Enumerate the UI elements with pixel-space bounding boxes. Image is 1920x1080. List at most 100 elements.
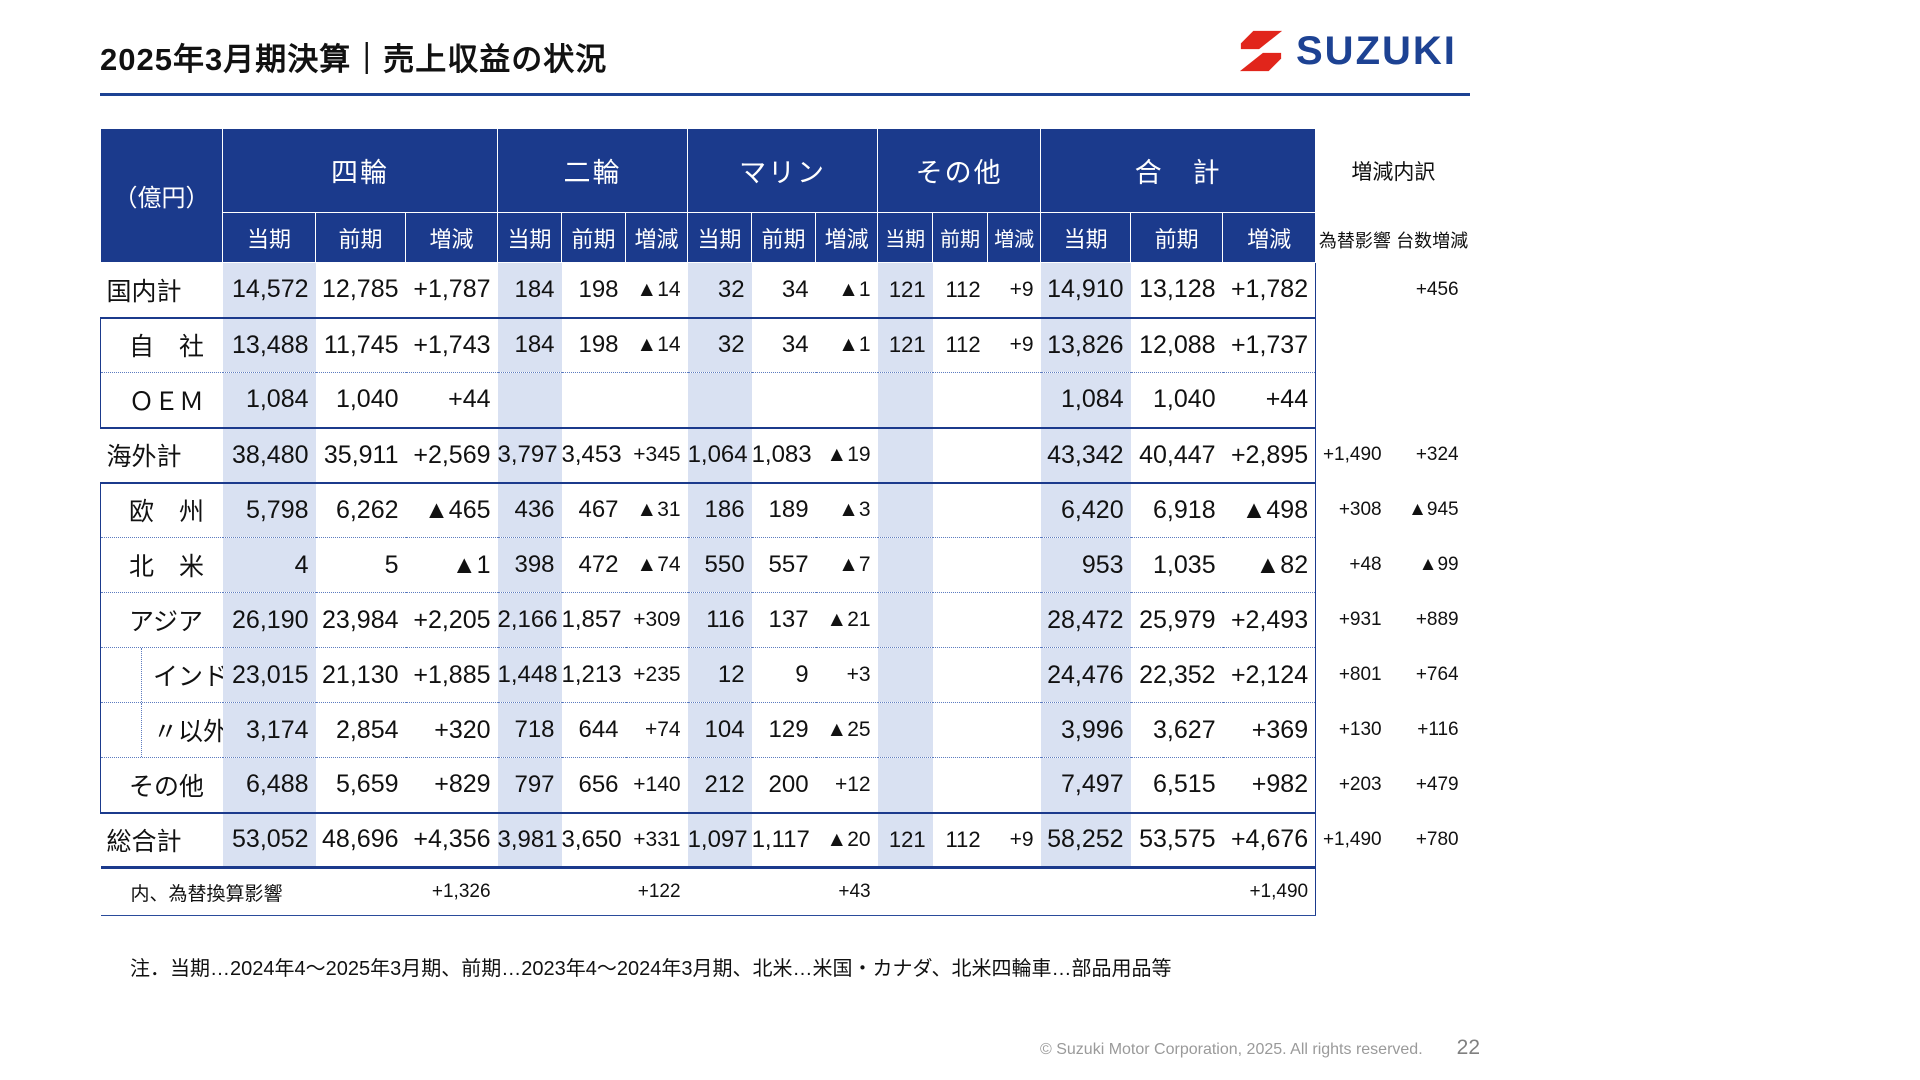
col-header: 増減 (404, 212, 499, 263)
table-cell: 22,352 (1130, 647, 1223, 703)
revenue-table-wrap: （億円） 四輪 二輪 マリン その他 合 計 増減内訳 当期 前期 増減 当期 … (100, 128, 1471, 916)
table-cell (561, 867, 626, 916)
col-header-volume-change: 台数増減 (1393, 212, 1471, 263)
table-cell: 13,826 (1040, 316, 1131, 373)
row-label: 海外計 (100, 426, 223, 483)
table-row: その他 6,488 5,659 +829 797 656 +140 212 200 +12 7,49… (100, 757, 1471, 813)
title-divider (100, 93, 1470, 96)
table-cell (987, 702, 1041, 758)
table-cell: ▲1 (838, 277, 871, 301)
table-cell: 53,052 (222, 811, 316, 869)
table-cell (877, 426, 933, 483)
table-cell: ▲31 (625, 481, 688, 538)
table-cell: +456 (1393, 262, 1471, 318)
table-cell: +345 (625, 426, 688, 483)
table-cell: 4 (222, 537, 316, 593)
table-cell: +1,787 (413, 275, 491, 304)
table-cell: 212 (687, 757, 752, 813)
col-header: 増減 (815, 212, 879, 263)
table-cell: ▲7 (815, 537, 878, 593)
table-cell: 25,979 (1130, 592, 1223, 648)
table-row: 海外計 38,480 35,911 +2,569 3,797 3,453 +345 1,064… (100, 426, 1471, 483)
col-header: 前期 (1130, 212, 1224, 263)
table-cell: 644 (561, 702, 626, 758)
suzuki-logo: SUZUKI (1238, 28, 1457, 74)
table-cell (1040, 867, 1131, 916)
table-cell (987, 372, 1041, 428)
table-cell: +44 (405, 372, 498, 428)
table-cell (1315, 372, 1394, 428)
table-cell: 26,190 (222, 592, 316, 648)
table-cell: 48,696 (315, 811, 406, 869)
col-header: 当期 (497, 212, 563, 263)
table-cell: 6,918 (1130, 481, 1223, 538)
table-cell: 14,572 (222, 262, 316, 318)
table-cell (987, 426, 1041, 483)
table-cell: 467 (561, 481, 626, 538)
table-cell: +829 (405, 757, 498, 813)
table-cell: +982 (1222, 757, 1317, 813)
table-cell: 1,084 (1040, 372, 1131, 428)
table-cell: +308 (1315, 482, 1394, 538)
table-cell (932, 426, 988, 483)
table-cell (877, 757, 933, 813)
table-cell (561, 372, 626, 428)
table-cell: ▲945 (1393, 482, 1471, 538)
table-cell (932, 592, 988, 648)
table-cell: ▲14 (625, 316, 688, 373)
table-cell (987, 867, 1041, 916)
fx-row-label: 内、為替換算影響 (100, 867, 316, 916)
table-cell: 53,575 (1130, 811, 1223, 869)
table-row: アジア 26,190 23,984 +2,205 2,166 1,857 +309 116 13… (100, 592, 1471, 648)
table-cell (877, 481, 933, 538)
table-cell: 198 (561, 316, 626, 373)
table-cell: ▲14 (636, 277, 681, 301)
table-cell: +9 (1009, 277, 1034, 301)
table-cell: +9 (987, 811, 1041, 869)
table-cell: +331 (625, 811, 688, 869)
table-cell: 184 (497, 262, 562, 318)
group-header-other: その他 (877, 128, 1042, 213)
row-label: その他 (100, 757, 223, 813)
table-cell: 112 (932, 316, 988, 373)
table-cell: 1,857 (561, 592, 626, 648)
table-cell: +1,782 (1222, 262, 1317, 318)
row-label: アジア (100, 592, 223, 648)
table-cell (932, 867, 988, 916)
table-cell (932, 481, 988, 538)
fx-impact-row: 内、為替換算影響 +1,326 +122 +43 +1,490 (100, 867, 1471, 916)
table-cell: 121 (877, 811, 933, 869)
table-cell: +130 (1315, 702, 1394, 758)
table-cell: 13,128 (1139, 275, 1216, 304)
table-cell: 184 (497, 316, 562, 373)
table-cell: +3 (815, 647, 878, 703)
table-cell: ▲1 (815, 316, 878, 373)
table-cell: 198 (578, 275, 619, 303)
row-label: 欧 州 (100, 481, 223, 538)
table-cell: 1,083 (751, 426, 816, 483)
page-number: 22 (1456, 1036, 1480, 1059)
row-label: 〃以外 (100, 702, 223, 758)
table-cell (1393, 867, 1471, 916)
table-cell: 6,515 (1130, 757, 1223, 813)
table-cell (815, 372, 878, 428)
table-cell (877, 702, 933, 758)
table-cell: +1,743 (405, 316, 498, 373)
table-cell: +140 (625, 757, 688, 813)
col-header: 増減 (987, 212, 1042, 263)
table-cell: 2,166 (497, 592, 562, 648)
row-label: 北 米 (100, 537, 223, 593)
table-cell: +369 (1222, 702, 1317, 758)
table-cell: +44 (1222, 372, 1317, 428)
table-cell: 116 (687, 592, 752, 648)
table-cell (932, 537, 988, 593)
table-cell: 398 (497, 537, 562, 593)
table-cell (1315, 262, 1394, 318)
table-cell: +116 (1393, 702, 1471, 758)
table-cell: +801 (1315, 647, 1394, 703)
table-cell (877, 537, 933, 593)
table-header-subcolumns: 当期 前期 増減 当期 前期 増減 当期 前期 増減 当期 前期 増減 当期 前… (101, 212, 1471, 263)
table-cell: +2,569 (405, 426, 498, 483)
table-cell: 1,097 (687, 811, 752, 869)
table-cell: 112 (945, 276, 981, 302)
